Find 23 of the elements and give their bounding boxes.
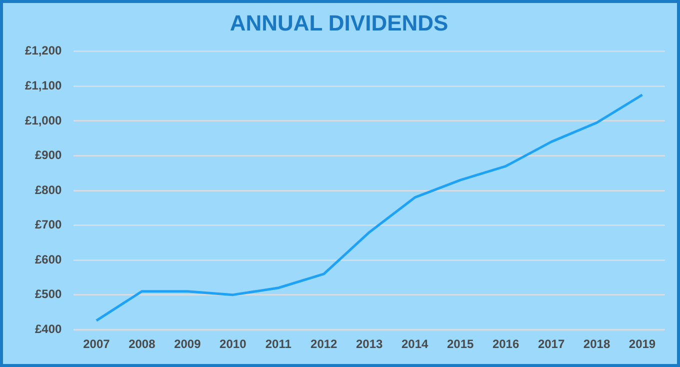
y-tick-label: £600 [35,252,62,266]
x-tick-label: 2013 [356,337,384,352]
x-tick-label: 2014 [401,337,429,352]
x-tick-label: 2010 [220,337,247,352]
x-tick-label: 2007 [83,337,110,352]
x-tick-label: 2008 [128,337,156,352]
y-tick-label: £800 [35,182,62,197]
chart-title: ANNUAL DIVIDENDS [230,10,448,36]
x-tick-label: 2017 [538,337,565,352]
y-tick-label: £500 [35,287,62,302]
x-tick-label: 2018 [583,337,610,352]
y-tick-label: £1,000 [25,113,62,128]
x-tick-label: 2019 [628,337,656,352]
y-tick-label: £1,200 [25,44,62,58]
y-tick-label: £700 [35,218,62,232]
x-tick-label: 2015 [446,337,474,352]
x-tick-label: 2009 [174,337,202,352]
y-tick-label: £900 [35,148,62,162]
x-tick-label: 2011 [265,337,292,352]
y-tick-label: £400 [35,322,62,336]
x-tick-label: 2016 [492,337,520,352]
x-tick-label: 2012 [310,337,338,352]
y-tick-label: £1,100 [25,78,62,92]
